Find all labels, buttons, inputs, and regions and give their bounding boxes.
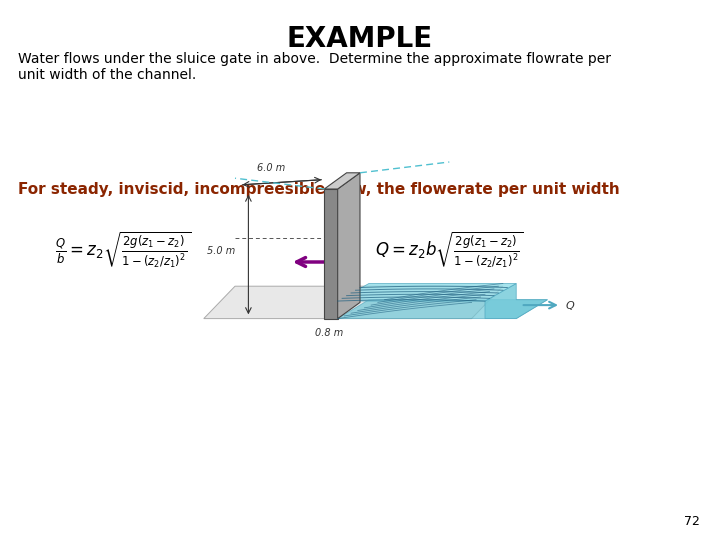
Polygon shape [338, 300, 547, 319]
Text: 6.0 m: 6.0 m [256, 163, 285, 173]
Polygon shape [485, 284, 547, 319]
Polygon shape [204, 286, 503, 319]
Polygon shape [338, 173, 360, 319]
Text: Water flows under the sluice gate in above.  Determine the approximate flowrate : Water flows under the sluice gate in abo… [18, 52, 611, 82]
Polygon shape [324, 189, 338, 319]
Text: 5.0 m: 5.0 m [207, 246, 235, 256]
Text: $\frac{Q}{b} = z_2\sqrt{\frac{2g(z_1-z_2)}{1-(z_2/z_1)^2}}$: $\frac{Q}{b} = z_2\sqrt{\frac{2g(z_1-z_2… [55, 230, 192, 271]
Polygon shape [338, 284, 516, 301]
Text: For steady, inviscid, incompreesible flow, the flowerate per unit width: For steady, inviscid, incompreesible flo… [18, 182, 620, 197]
Text: $Q$: $Q$ [565, 299, 576, 312]
Polygon shape [324, 173, 360, 189]
Text: 72: 72 [684, 515, 700, 528]
Text: EXAMPLE: EXAMPLE [287, 25, 433, 53]
Text: $Q = z_2 b\sqrt{\frac{2g(z_1-z_2)}{1-(z_2/z_1)^2}}$: $Q = z_2 b\sqrt{\frac{2g(z_1-z_2)}{1-(z_… [375, 230, 523, 271]
Text: 0.8 m: 0.8 m [315, 328, 343, 338]
